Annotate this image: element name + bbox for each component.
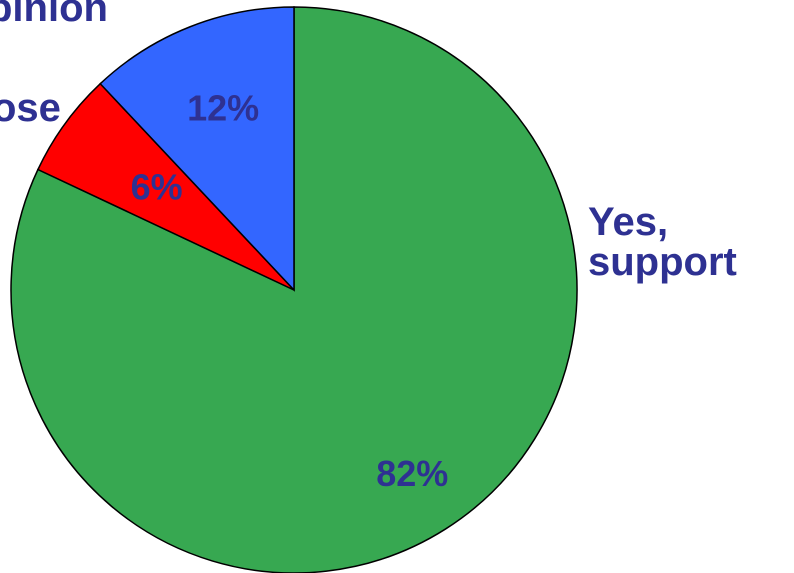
pie-slice-0 [10,6,578,573]
pie-slice-value-label-2: 12% [187,88,259,129]
slice-label-support: Yes, support [588,202,737,282]
pie-slice-2 [99,6,295,292]
support-label-line1: Yes, [588,200,669,244]
support-label-line2: support [588,240,737,284]
pie-slice-value-label-1: 6% [131,167,183,208]
pie-slice-value-label-0: 82% [376,453,448,494]
slice-label-no-opinion: pinion [0,0,108,30]
slice-label-oppose: ose [0,86,61,130]
